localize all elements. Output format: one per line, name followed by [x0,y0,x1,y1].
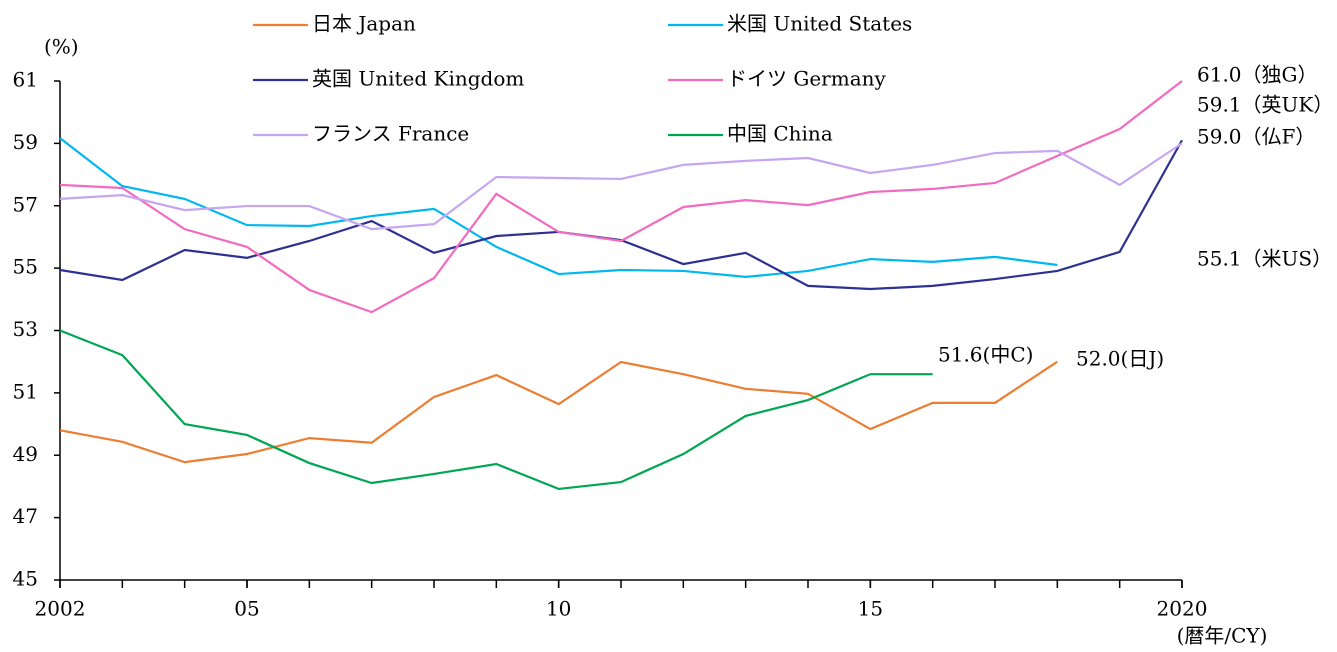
series-line [59,137,1058,278]
x-tick-label: 2002 [35,597,86,621]
x-tick-label: 15 [858,597,883,621]
y-tick-label: 45 [13,567,38,591]
x-tick-label: 2020 [1157,597,1208,621]
legend-label: 米国 United States [727,12,912,36]
y-tick-label: 49 [13,442,38,466]
y-tick-label: 61 [13,68,38,92]
x-tick-label: 10 [546,597,571,621]
legend-label: 日本 Japan [312,12,416,36]
y-tick-label: 59 [13,130,38,154]
legend-label: 中国 China [727,122,833,146]
series-line [59,329,933,491]
y-tick-label: 57 [13,192,38,216]
annotation: 52.0(日J) [1076,347,1164,371]
y-tick-label: 47 [13,504,38,528]
y-tick-label: 51 [13,379,38,403]
legend-label: フランス France [312,122,469,146]
annotation: 59.1（英UK） [1197,93,1333,117]
legend-label: 英国 United Kingdom [312,67,524,91]
y-tick-label: 55 [13,255,38,279]
y-unit-label: (%) [44,35,79,59]
series-line [59,142,1183,231]
series-line [59,139,1183,291]
series-line [59,80,1183,314]
annotation: 51.6(中C) [938,343,1033,367]
annotation: 55.1（米US） [1197,247,1332,271]
y-tick-label: 53 [13,317,38,341]
annotation: 61.0（独G） [1197,63,1318,87]
legend-label: ドイツ Germany [727,67,886,91]
annotation: 59.0（仏F） [1197,125,1315,149]
x-axis-label: (暦年/CY) [1177,624,1268,648]
series-line [59,360,1058,464]
x-tick-label: 05 [234,597,259,621]
